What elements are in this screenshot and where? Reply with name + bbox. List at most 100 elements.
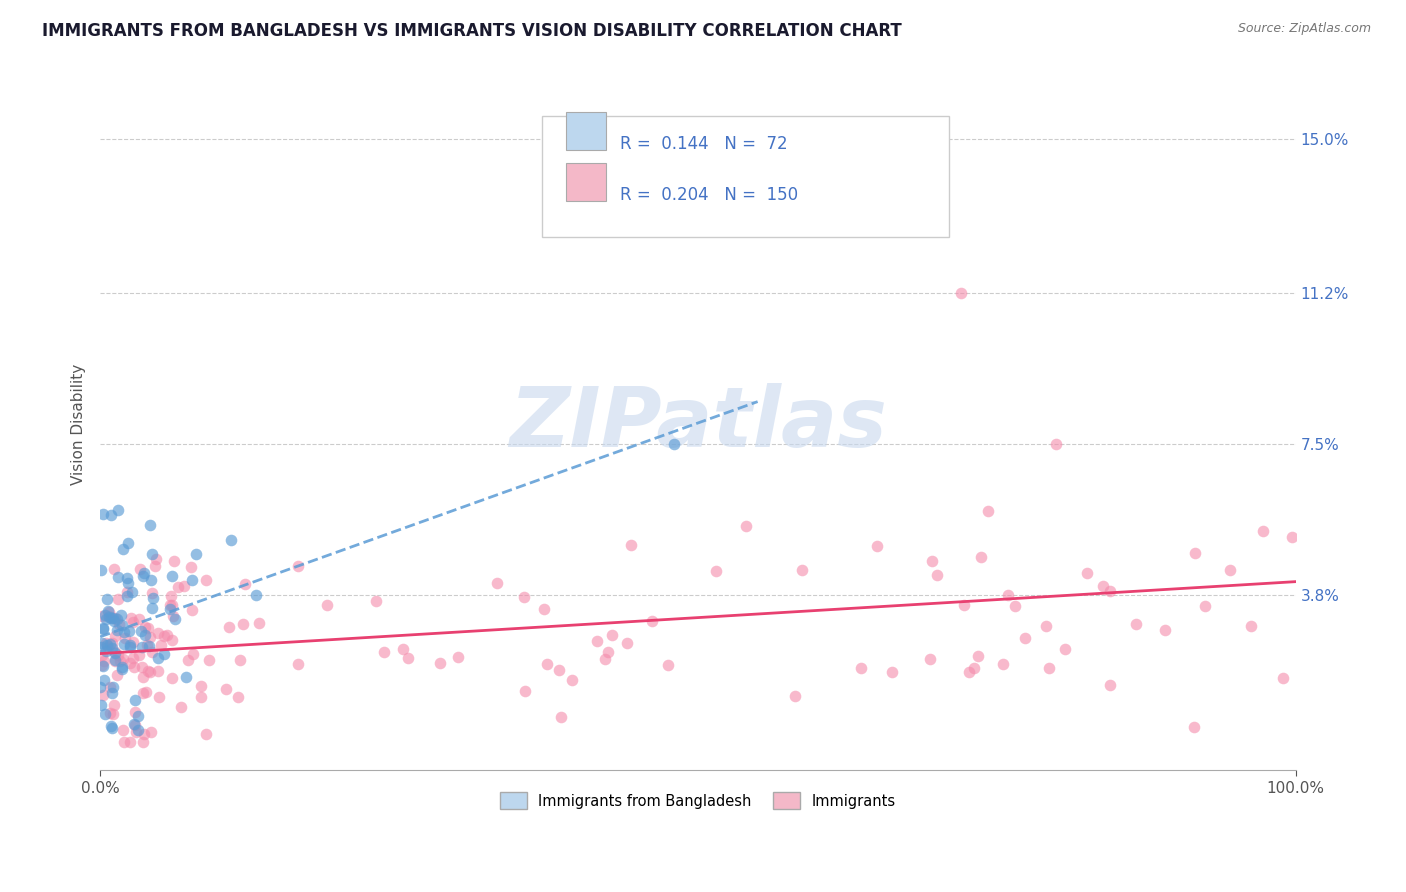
Point [112,637,135,651]
Point [110,654,132,668]
Point [90,563,112,577]
Point [139,665,162,680]
Point [145,552,167,566]
Point [1099,678,1122,692]
Point [107,592,129,607]
Text: R =  0.204   N =  150: R = 0.204 N = 150 [620,186,799,203]
Point [115,589,138,603]
Point [90,698,112,712]
Point [94,636,117,650]
Point [96,638,118,652]
Point [100,636,122,650]
Point [127,723,149,737]
Point [882,665,904,679]
Point [1035,619,1057,633]
Point [111,541,134,556]
Point [181,603,204,617]
Point [110,662,132,676]
Point [136,621,159,635]
Point [176,652,198,666]
Point [121,615,143,629]
Point [162,609,184,624]
Point [925,567,948,582]
Point [195,727,218,741]
Point [141,601,163,615]
Point [132,569,155,583]
Point [550,710,572,724]
Point [160,569,183,583]
Point [94,644,117,658]
Point [111,660,134,674]
Point [967,648,990,663]
Point [215,682,238,697]
Point [91,508,114,522]
Point [1271,671,1294,685]
Point [1076,566,1098,580]
Point [970,550,993,565]
Point [114,631,136,645]
Point [90,648,112,662]
Point [1182,720,1205,734]
Point [167,580,190,594]
Point [104,629,127,643]
Point [103,562,125,576]
Point [918,652,941,666]
Text: Source: ZipAtlas.com: Source: ZipAtlas.com [1237,22,1371,36]
Point [173,578,195,592]
Point [228,690,250,704]
Point [849,661,872,675]
Point [229,653,252,667]
Point [148,651,170,665]
Point [118,657,141,671]
Point [124,705,146,719]
Y-axis label: Vision Disability: Vision Disability [72,363,86,484]
Point [141,574,163,588]
Point [104,653,127,667]
Point [112,735,135,749]
Point [148,664,170,678]
Point [124,660,146,674]
Point [91,621,114,635]
Point [921,554,943,568]
Point [141,586,163,600]
Point [170,699,193,714]
Point [162,671,184,685]
Point [115,585,138,599]
Point [595,651,617,665]
Text: R =  0.144   N =  72: R = 0.144 N = 72 [620,135,787,153]
Point [620,538,643,552]
Point [830,193,852,207]
Point [657,658,679,673]
Point [93,688,115,702]
Point [135,685,157,699]
Point [233,576,256,591]
Point [953,598,976,612]
Point [156,628,179,642]
Point [513,684,536,698]
Point [149,638,172,652]
Point [141,645,163,659]
Point [142,591,165,606]
FancyBboxPatch shape [567,112,606,150]
Point [98,605,121,619]
Point [93,654,115,668]
Point [641,615,664,629]
Point [128,612,150,626]
Point [136,664,159,678]
Point [107,570,129,584]
Point [111,651,134,665]
Point [104,654,127,668]
Point [1045,437,1067,451]
Point [218,620,240,634]
Point [121,610,143,624]
Point [103,681,125,695]
Text: IMMIGRANTS FROM BANGLADESH VS IMMIGRANTS VISION DISABILITY CORRELATION CHART: IMMIGRANTS FROM BANGLADESH VS IMMIGRANTS… [42,22,901,40]
Point [100,610,122,624]
Point [662,437,685,451]
Point [997,587,1019,601]
Point [616,636,638,650]
Point [118,640,141,655]
Point [176,670,198,684]
Point [134,620,156,634]
Point [866,539,889,553]
